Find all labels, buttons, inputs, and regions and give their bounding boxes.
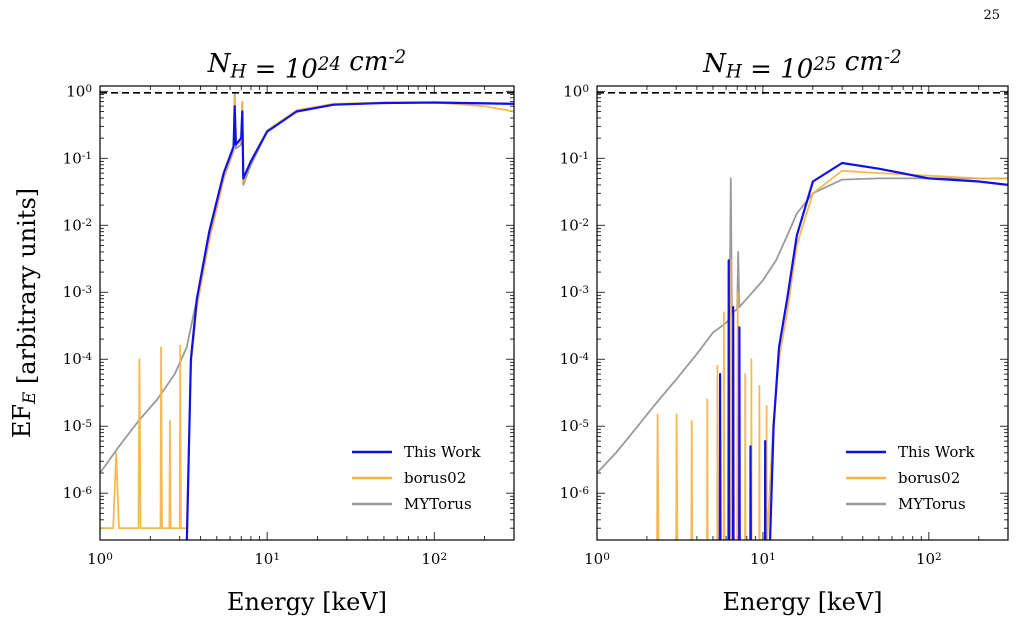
x-axis-label: Energy [keV] <box>722 588 882 616</box>
y-tick-label: 10-6 <box>63 484 93 502</box>
y-tick-label: 10-1 <box>560 149 589 167</box>
legend-label: borus02 <box>404 469 466 487</box>
y-axis-label: EFE [arbitrary units] <box>8 188 41 438</box>
y-tick-label: 10-2 <box>560 216 589 234</box>
series-group <box>100 93 514 540</box>
y-tick-label: 10-5 <box>560 417 589 435</box>
series-line-this-work <box>185 101 514 540</box>
x-tick-label: 100 <box>584 550 610 568</box>
y-tick-label: 10-2 <box>63 216 92 234</box>
plot-frame <box>99 85 515 541</box>
x-tick-label: 102 <box>916 550 942 568</box>
x-axis-label: Energy [keV] <box>227 588 387 616</box>
legend-label: This Work <box>404 443 482 461</box>
chart-title: NH = 1024 cm-2 <box>207 47 406 85</box>
x-tick-label: 101 <box>750 550 776 568</box>
series-line-borus02 <box>656 169 1008 540</box>
legend-label: MYTorus <box>404 495 472 513</box>
chart-title: NH = 1025 cm-2 <box>702 47 901 85</box>
ticks <box>99 86 515 541</box>
series-line-mytorus <box>597 177 1008 474</box>
legend-label: This Work <box>898 443 976 461</box>
legend: This Work borus02 MYTorus <box>352 443 482 513</box>
series-line-this-work <box>718 161 1008 540</box>
y-tick-label: 10-3 <box>560 283 589 301</box>
x-tick-label: 101 <box>254 550 280 568</box>
legend: This Work borus02 MYTorus <box>846 443 976 513</box>
y-tick-label: 10-6 <box>560 484 590 502</box>
y-tick-label: 10-5 <box>63 417 92 435</box>
y-tick-label: 100 <box>66 82 92 100</box>
series-group <box>597 161 1008 540</box>
x-tick-label: 102 <box>421 550 447 568</box>
plot-frame <box>596 85 1009 541</box>
y-tick-label: 10-4 <box>63 350 93 368</box>
legend-label: MYTorus <box>898 495 966 513</box>
panel-2: 100 101 102 100 10-1 10-2 10-3 10-4 10-5 10-6 NH =… <box>560 47 1009 616</box>
page-number: 25 <box>983 8 1000 23</box>
y-tick-label: 10-3 <box>63 283 92 301</box>
x-tick-label: 100 <box>87 550 113 568</box>
series-line-borus02 <box>100 95 514 530</box>
legend-label: borus02 <box>898 469 960 487</box>
y-tick-label: 10-4 <box>560 350 590 368</box>
panel-1: 100 101 102 100 10-1 10-2 10-3 10-4 10-5 10-6 NH =… <box>8 47 515 616</box>
y-tick-label: 100 <box>563 82 589 100</box>
y-tick-label: 10-1 <box>63 149 92 167</box>
